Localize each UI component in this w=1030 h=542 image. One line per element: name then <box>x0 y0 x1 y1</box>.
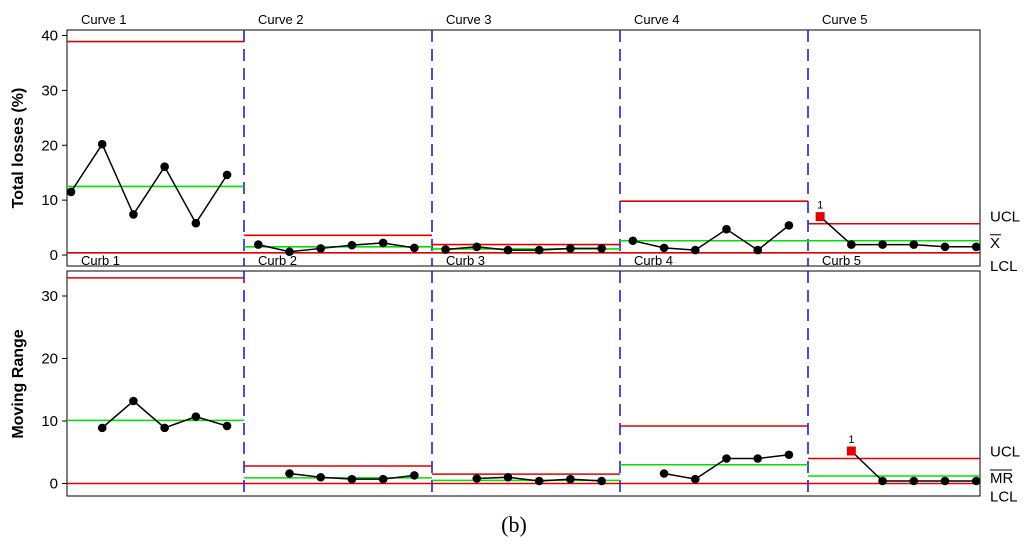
stage-label: Curb 3 <box>446 253 485 268</box>
data-point <box>597 476 606 486</box>
data-point <box>659 469 669 478</box>
data-point <box>566 244 575 253</box>
ucl-label: UCL <box>990 444 1020 461</box>
data-point <box>410 243 419 253</box>
data-point <box>378 474 388 484</box>
data-point <box>347 474 357 484</box>
lcl-label: LCL <box>990 258 1018 275</box>
y-axis-label: Moving Range <box>10 329 27 438</box>
data-point <box>222 421 232 431</box>
data-point <box>129 396 138 406</box>
data-point <box>160 423 169 433</box>
y-tick-label: 30 <box>41 82 58 99</box>
lcl-label: LCL <box>990 489 1018 506</box>
data-point <box>253 240 263 249</box>
data-point <box>534 476 544 486</box>
data-point <box>534 245 544 255</box>
data-point <box>503 472 513 482</box>
data-point <box>971 242 980 252</box>
plot-frame <box>66 270 981 497</box>
data-line <box>258 242 415 253</box>
data-point <box>129 210 138 219</box>
flagged-point-label: 1 <box>848 434 854 446</box>
stage-label: Curb 5 <box>822 253 861 268</box>
data-point <box>191 412 201 421</box>
data-point <box>909 476 919 486</box>
ucl-label: UCL <box>990 209 1020 226</box>
y-tick-label: 10 <box>41 192 58 209</box>
stage-label: Curb 2 <box>258 253 297 268</box>
data-line <box>70 142 228 225</box>
stage-label: Curve 1 <box>81 12 127 27</box>
y-tick-label: 0 <box>50 247 58 264</box>
data-point <box>940 242 950 252</box>
data-point <box>878 240 887 249</box>
data-point <box>503 245 513 255</box>
data-line <box>632 224 790 252</box>
data-point <box>222 170 232 180</box>
data-point <box>971 476 980 486</box>
data-point <box>909 240 919 249</box>
data-point <box>659 243 669 253</box>
data-point <box>378 238 388 248</box>
y-tick-label: 10 <box>41 413 58 430</box>
flagged-point <box>815 212 825 222</box>
data-point <box>191 218 201 228</box>
flagged-point <box>846 446 856 456</box>
data-point <box>316 244 326 253</box>
data-point <box>410 471 419 480</box>
y-tick-label: 20 <box>41 137 58 154</box>
plot-area <box>67 30 980 266</box>
data-point <box>753 454 763 463</box>
data-line <box>819 216 977 248</box>
stage-label: Curve 3 <box>446 12 492 27</box>
flagged-point-label: 1 <box>817 200 823 212</box>
data-point <box>316 472 326 482</box>
data-point <box>722 224 731 234</box>
data-point <box>690 245 700 255</box>
y-tick-label: 30 <box>41 288 58 305</box>
data-point <box>285 469 294 478</box>
data-point <box>97 423 107 433</box>
data-line <box>445 246 602 251</box>
center-line-label: X <box>990 235 1000 252</box>
data-point <box>347 240 357 250</box>
stage-label: Curve 2 <box>258 12 304 27</box>
data-point <box>472 242 482 252</box>
y-tick-label: 20 <box>41 351 58 368</box>
data-point <box>784 221 794 230</box>
data-point <box>722 454 731 463</box>
data-point <box>628 236 638 246</box>
y-axis-label: Total losses (%) <box>10 88 27 209</box>
data-point <box>160 162 169 171</box>
data-point <box>441 245 450 254</box>
data-point <box>597 244 606 253</box>
data-point <box>847 240 856 249</box>
data-point <box>753 245 763 255</box>
data-point <box>67 187 76 197</box>
plot-frame <box>66 29 981 267</box>
data-point <box>690 474 700 484</box>
figure-caption: (b) <box>501 512 527 537</box>
stage-label: Curb 4 <box>634 253 673 268</box>
y-tick-label: 40 <box>41 27 58 44</box>
data-point <box>472 474 482 483</box>
stage-label: Curve 5 <box>822 12 868 27</box>
y-tick-label: 0 <box>50 476 58 493</box>
data-point <box>878 476 887 486</box>
data-point <box>285 247 294 257</box>
data-point <box>784 450 794 460</box>
data-point <box>97 139 107 149</box>
stage-label: Curb 1 <box>81 253 120 268</box>
data-point <box>566 474 575 484</box>
plot-area <box>67 271 980 496</box>
individuals-chart-panel: 0 10 20 30 40 Total losses (%) Curve 1 Curve 2 C… <box>10 12 1020 275</box>
stage-label: Curve 4 <box>634 12 680 27</box>
data-point <box>940 476 950 486</box>
moving-range-chart-panel: 0 10 20 30 Moving Range Curb 1 Curb 2 Curb 3 Cur… <box>10 253 1020 506</box>
center-line-label: MR <box>990 470 1013 487</box>
